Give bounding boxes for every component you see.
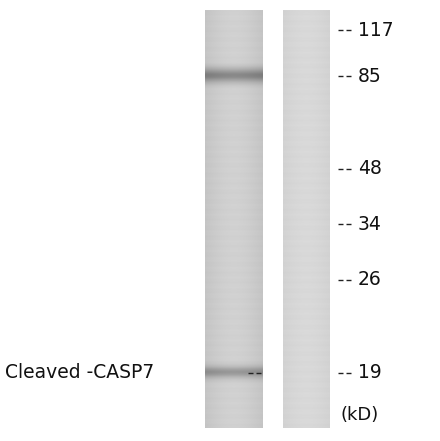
Text: 48: 48 bbox=[358, 159, 382, 178]
Text: Cleaved -CASP7: Cleaved -CASP7 bbox=[5, 363, 154, 382]
Text: 19: 19 bbox=[358, 363, 382, 382]
Text: 117: 117 bbox=[358, 21, 394, 40]
Text: (kD): (kD) bbox=[340, 406, 378, 424]
Text: 26: 26 bbox=[358, 270, 382, 289]
Text: 34: 34 bbox=[358, 214, 382, 234]
Text: 85: 85 bbox=[358, 67, 382, 86]
